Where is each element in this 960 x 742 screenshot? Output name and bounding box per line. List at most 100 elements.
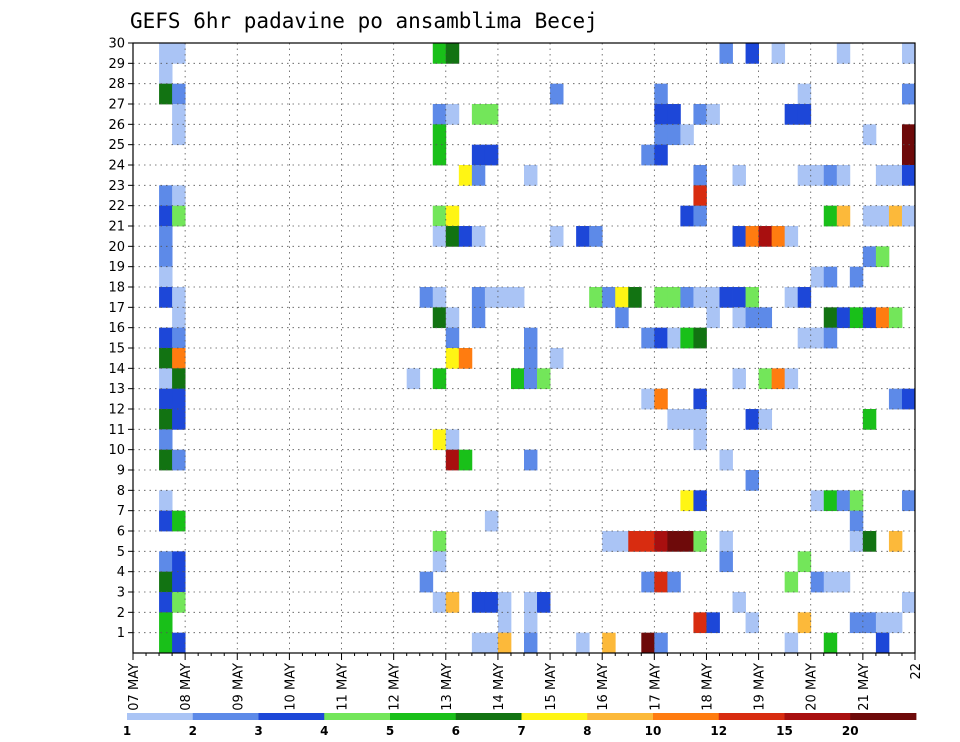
- x-tick-label: 08 MAY: [179, 663, 194, 711]
- heat-cell: [602, 632, 616, 654]
- heat-cell: [875, 612, 890, 634]
- heat-cell: [810, 490, 825, 512]
- heat-cell: [432, 205, 447, 227]
- heat-cell: [445, 327, 460, 349]
- heat-cell: [172, 83, 186, 105]
- heat-cell: [901, 592, 916, 613]
- heat-cell: [693, 104, 707, 125]
- colorbar-tick-label: 3: [254, 724, 262, 738]
- heat-cell: [628, 287, 642, 308]
- heat-cell: [458, 348, 473, 369]
- colorbar-segment: [718, 713, 785, 720]
- x-axis: 07 MAY 08 MAY 09 MAY 10 MAY 11 MAY 12 MAY 13 M…: [127, 653, 924, 711]
- heat-cell: [719, 287, 733, 308]
- heat-cell: [510, 368, 525, 390]
- heat-cell: [471, 592, 486, 613]
- heat-cell: [445, 307, 460, 329]
- heat-cell: [654, 287, 668, 308]
- heat-cell: [172, 449, 186, 471]
- heat-cell: [745, 226, 759, 247]
- y-tick-label: 11: [108, 423, 125, 438]
- heat-cell: [537, 592, 551, 613]
- heat-cell: [862, 124, 877, 146]
- heat-cell: [732, 165, 746, 186]
- heat-cell: [471, 226, 486, 247]
- heat-cell: [654, 104, 668, 125]
- heat-cell: [849, 266, 864, 288]
- heat-cell: [589, 287, 603, 308]
- heat-cell: [432, 43, 447, 64]
- heat-cell: [706, 612, 720, 634]
- heat-cell: [875, 205, 890, 227]
- heat-cell: [706, 104, 720, 125]
- colorbar-segment: [127, 713, 194, 720]
- y-tick-label: 8: [117, 484, 125, 499]
- heat-cell: [159, 429, 173, 451]
- heat-cell: [797, 104, 812, 125]
- heat-cell: [628, 531, 642, 552]
- heat-cell: [810, 266, 825, 288]
- cells-layer: [159, 43, 916, 654]
- heat-cell: [667, 531, 681, 552]
- x-tick-label: 16 MAY: [596, 663, 611, 711]
- heat-cell: [732, 307, 746, 329]
- heat-cell: [849, 307, 864, 329]
- colorbar-tick-label: 2: [189, 724, 197, 738]
- heat-cell: [901, 388, 916, 410]
- heat-cell: [706, 287, 720, 308]
- heat-cell: [172, 551, 186, 573]
- y-tick-label: 2: [117, 606, 125, 621]
- heat-cell: [849, 531, 864, 552]
- heat-cell: [745, 307, 759, 329]
- heat-cell: [732, 226, 746, 247]
- heat-cell: [172, 327, 186, 349]
- y-tick-label: 24: [108, 159, 125, 174]
- heat-cell: [823, 571, 838, 593]
- heat-cell: [172, 124, 186, 146]
- heat-cell: [159, 205, 173, 227]
- heat-cell: [784, 368, 799, 390]
- y-tick-label: 26: [108, 118, 125, 133]
- x-tick-label: 12 MAY: [388, 663, 403, 711]
- heat-cell: [172, 104, 186, 125]
- colorbar-tick-label: 10: [645, 724, 662, 738]
- x-tick-label: 14 MAY: [492, 663, 507, 711]
- heat-cell: [159, 266, 173, 288]
- heat-cell: [159, 83, 173, 105]
- heat-cell: [745, 287, 759, 308]
- y-tick-label: 18: [108, 281, 125, 296]
- heat-cell: [172, 571, 186, 593]
- heat-cell: [524, 632, 538, 654]
- heat-cell: [862, 246, 877, 268]
- heat-cell: [484, 104, 499, 125]
- heat-cell: [159, 490, 173, 512]
- heat-cell: [693, 388, 707, 410]
- heat-cell: [159, 185, 173, 207]
- heat-cell: [784, 226, 799, 247]
- heat-cell: [159, 63, 173, 85]
- heat-cell: [510, 287, 525, 308]
- heat-cell: [641, 531, 655, 552]
- heat-cell: [758, 307, 773, 329]
- heat-cell: [172, 287, 186, 308]
- heat-cell: [445, 449, 460, 471]
- heat-cell: [524, 592, 538, 613]
- heat-cell: [823, 632, 838, 654]
- heat-cell: [471, 307, 486, 329]
- heat-cell: [823, 327, 838, 349]
- heat-cell: [458, 226, 473, 247]
- heat-cell: [797, 83, 812, 105]
- colorbar-segment: [850, 713, 917, 720]
- heat-cell: [159, 409, 173, 430]
- colorbar-tick-label: 6: [452, 724, 460, 738]
- heat-cell: [641, 388, 655, 410]
- heat-cell: [550, 226, 564, 247]
- heat-cell: [706, 307, 720, 329]
- heat-cell: [654, 388, 668, 410]
- heat-cell: [758, 368, 773, 390]
- heat-cell: [602, 531, 616, 552]
- heat-cell: [419, 287, 434, 308]
- heat-cell: [888, 307, 903, 329]
- heat-cell: [550, 83, 564, 105]
- heat-cell: [159, 632, 173, 654]
